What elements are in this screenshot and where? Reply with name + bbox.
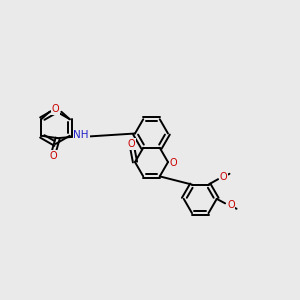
Text: O: O bbox=[50, 151, 57, 161]
Text: O: O bbox=[128, 139, 136, 149]
Text: O: O bbox=[169, 158, 177, 168]
Text: O: O bbox=[52, 104, 59, 114]
Text: O: O bbox=[52, 104, 59, 114]
Text: O: O bbox=[227, 200, 235, 210]
Text: O: O bbox=[220, 172, 228, 182]
Text: NH: NH bbox=[74, 130, 89, 140]
